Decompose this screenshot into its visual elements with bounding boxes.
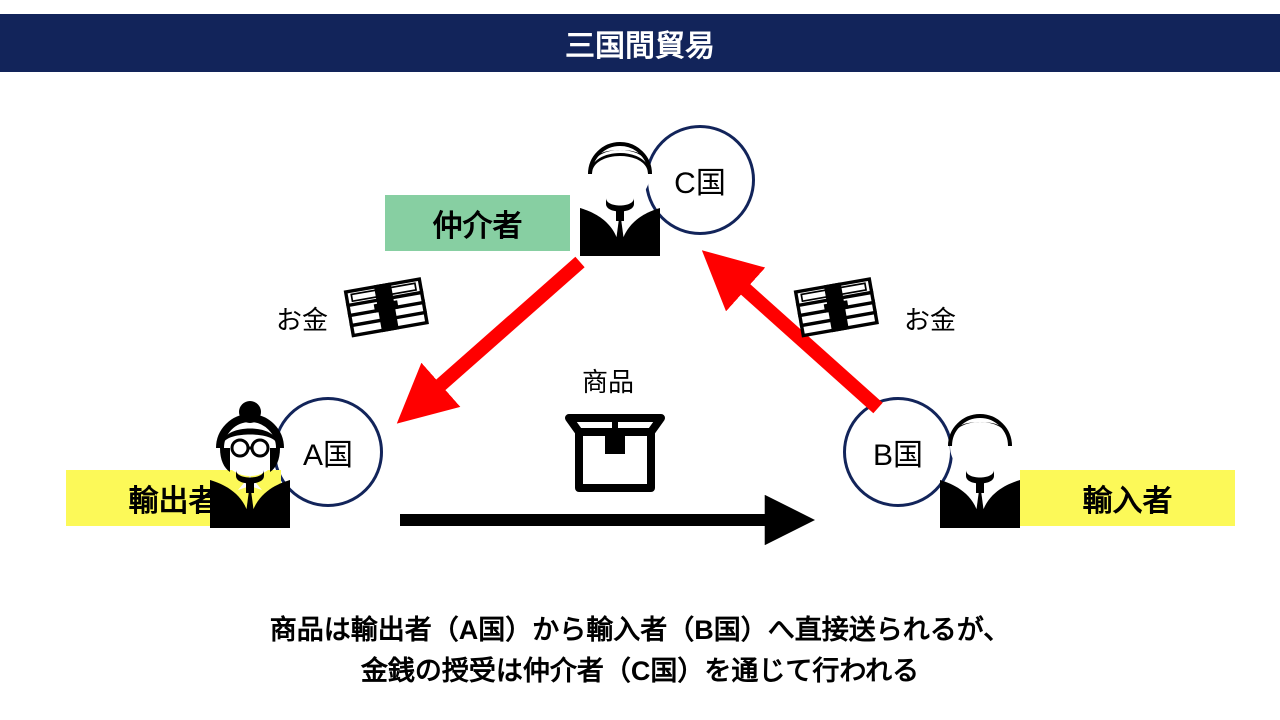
country-c-circle: C国 xyxy=(645,125,755,235)
role-importer: 輸入者 xyxy=(1020,470,1235,526)
country-b-label: B国 xyxy=(873,430,923,474)
country-a-label: A国 xyxy=(303,430,353,474)
arrow-c-to-a xyxy=(410,262,580,412)
country-a-circle: A国 xyxy=(273,397,383,507)
country-b-circle: B国 xyxy=(843,397,953,507)
box-icon xyxy=(569,418,661,488)
caption: 商品は輸出者（A国）から輸入者（B国）へ直接送られるが、 金銭の授受は仲介者（C… xyxy=(0,610,1280,691)
country-c-label: C国 xyxy=(674,158,726,202)
money-icon-right xyxy=(795,277,877,337)
caption-line-1: 商品は輸出者（A国）から輸入者（B国）へ直接送られるが、 xyxy=(270,615,1010,645)
role-intermediary: 仲介者 xyxy=(385,195,570,251)
role-exporter: 輸出者 xyxy=(66,470,281,526)
money-icon-left xyxy=(345,277,427,337)
title-bar: 三国間貿易 xyxy=(0,14,1280,72)
money-label-right: お金 xyxy=(904,300,956,337)
title-text: 三国間貿易 xyxy=(565,21,715,65)
goods-label: 商品 xyxy=(582,362,634,399)
caption-line-2: 金銭の授受は仲介者（C国）を通じて行われる xyxy=(361,656,919,686)
diagram-stage: 三国間貿易 C国 A国 B国 仲介者 輸出者 輸入者 xyxy=(0,0,1280,720)
arrow-b-to-c xyxy=(715,262,878,408)
money-label-left: お金 xyxy=(276,300,328,337)
person-icon-b xyxy=(940,416,1020,528)
